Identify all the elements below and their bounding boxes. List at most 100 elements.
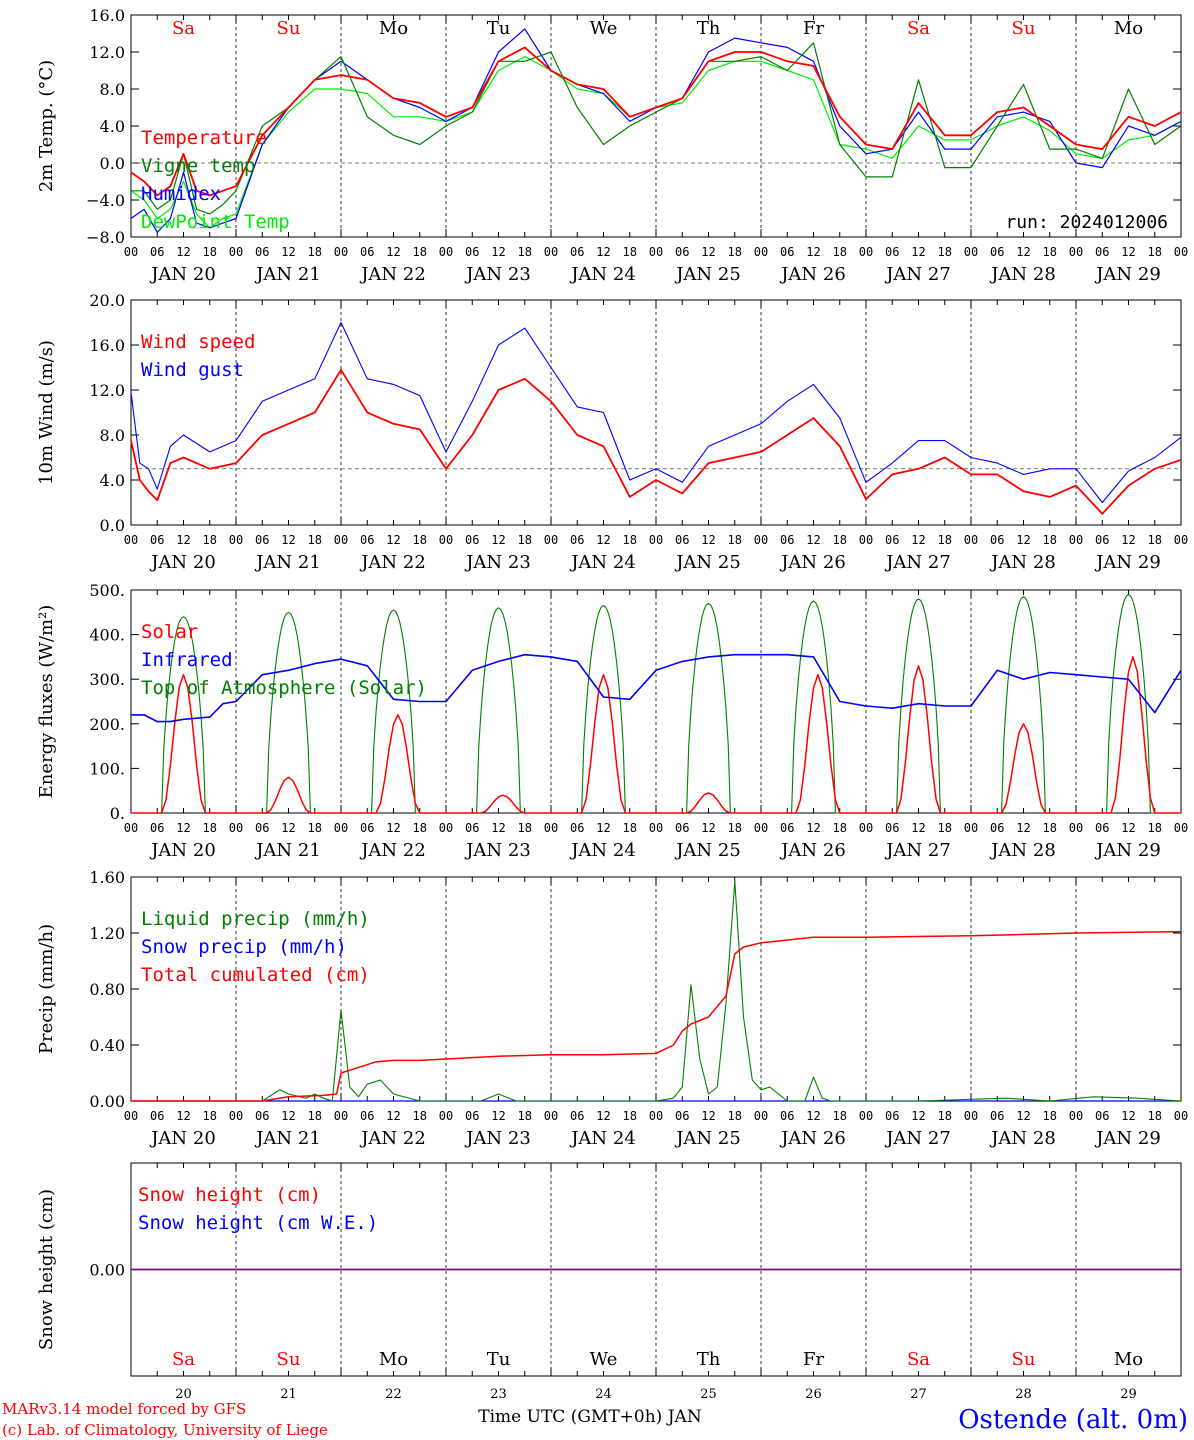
date-label: JAN 26 <box>779 1128 846 1149</box>
y-tick-label: 300. <box>89 670 125 689</box>
hour-label: 06 <box>255 1109 269 1123</box>
date-label: JAN 26 <box>779 840 846 861</box>
hour-label: 18 <box>518 821 532 835</box>
hour-label: 00 <box>124 245 138 259</box>
hour-label: 18 <box>833 533 847 547</box>
day-name-label: Mo <box>379 1349 408 1370</box>
day-name-label: Su <box>1012 1349 1036 1370</box>
y-tick-label: 0.80 <box>89 980 125 999</box>
hour-label: 06 <box>675 1109 689 1123</box>
y-tick-label: 0.0 <box>100 154 125 173</box>
hour-label: 12 <box>176 245 190 259</box>
date-label: JAN 26 <box>779 552 846 573</box>
hour-label: 12 <box>806 533 820 547</box>
hour-label: 12 <box>701 821 715 835</box>
hour-label: 18 <box>413 245 427 259</box>
y-tick-label: 4.0 <box>100 471 125 490</box>
hour-label: 12 <box>596 821 610 835</box>
hour-label: 06 <box>885 821 899 835</box>
hour-label: 12 <box>596 245 610 259</box>
y-tick-label: 1.60 <box>89 868 125 887</box>
day-name-label: Su <box>1012 18 1036 39</box>
day-name-label: Sa <box>907 1349 930 1370</box>
hour-label: 18 <box>728 821 742 835</box>
hour-label: 12 <box>386 821 400 835</box>
hour-label: 06 <box>990 821 1004 835</box>
hour-label: 06 <box>150 245 164 259</box>
hour-label: 12 <box>806 245 820 259</box>
y-tick-label: 16.0 <box>89 336 125 355</box>
hour-label: 00 <box>1069 533 1083 547</box>
series-infrared <box>131 653 1182 723</box>
hour-label: 18 <box>308 533 322 547</box>
hour-label: 00 <box>964 821 978 835</box>
hour-label: 00 <box>1174 1109 1188 1123</box>
date-label: JAN 28 <box>989 552 1056 573</box>
hour-label: 06 <box>675 245 689 259</box>
hour-label: 12 <box>1016 533 1030 547</box>
hour-label: 18 <box>938 533 952 547</box>
panel-1: −8.0 −4.0 0.0 4.0 8.0 12.0 16.0 2m Temp. (°C) Sa… <box>36 6 1188 285</box>
y-axis-label: Snow height (cm) <box>36 1189 57 1350</box>
legend-entry: Humidex <box>141 183 221 205</box>
day-name-label: Tu <box>487 18 511 39</box>
panel-2: 0.0 4.0 8.0 12.0 16.0 20.0 10m Wind (m/s) Wind … <box>36 291 1188 573</box>
date-label: JAN 22 <box>359 264 426 285</box>
legend-entry: Snow precip (mm/h) <box>141 936 347 958</box>
hour-label: 18 <box>413 533 427 547</box>
hour-label: 12 <box>596 533 610 547</box>
legend-entry: DewPoint Temp <box>141 211 290 233</box>
date-label: JAN 25 <box>674 552 741 573</box>
hour-label: 00 <box>334 245 348 259</box>
hour-label: 18 <box>203 245 217 259</box>
day-name-label: Mo <box>1114 1349 1143 1370</box>
panel-3: 0. 100. 200. 300. 400. 500. Energy fluxes (W/m… <box>36 581 1188 861</box>
day-number-label: 28 <box>1015 1387 1032 1402</box>
y-tick-label: 12.0 <box>89 43 125 62</box>
y-axis-label: Energy fluxes (W/m²) <box>36 605 57 799</box>
day-number-label: 27 <box>910 1387 927 1402</box>
date-label: JAN 24 <box>569 552 636 573</box>
hour-label: 18 <box>833 1109 847 1123</box>
y-tick-label: −8.0 <box>86 228 125 247</box>
hour-label: 12 <box>281 533 295 547</box>
hour-label: 12 <box>491 533 505 547</box>
y-tick-label: 0.00 <box>89 1261 125 1280</box>
day-number-label: 24 <box>595 1387 612 1402</box>
date-label: JAN 26 <box>779 264 846 285</box>
hour-label: 12 <box>1121 821 1135 835</box>
series-wind-speed <box>130 368 1182 515</box>
day-name-label: Fr <box>803 18 824 39</box>
date-label: JAN 23 <box>464 552 531 573</box>
hour-label: 06 <box>360 1109 374 1123</box>
day-number-label: 29 <box>1120 1387 1137 1402</box>
hour-label: 12 <box>911 533 925 547</box>
hour-label: 06 <box>1095 821 1109 835</box>
hour-label: 06 <box>255 821 269 835</box>
y-tick-label: 200. <box>89 715 125 734</box>
y-tick-label: 100. <box>89 759 125 778</box>
hour-label: 18 <box>518 1109 532 1123</box>
hour-label: 00 <box>964 533 978 547</box>
y-tick-label: 4.0 <box>100 117 125 136</box>
hour-label: 06 <box>570 821 584 835</box>
y-tick-label: 8.0 <box>100 426 125 445</box>
series-temperature <box>130 46 1182 197</box>
hour-label: 18 <box>623 533 637 547</box>
day-name-label: Fr <box>803 1349 824 1370</box>
hour-label: 00 <box>124 533 138 547</box>
day-name-label: Mo <box>1114 18 1143 39</box>
date-label: JAN 22 <box>359 1128 426 1149</box>
hour-label: 06 <box>780 1109 794 1123</box>
date-label: JAN 20 <box>149 840 216 861</box>
hour-label: 12 <box>1121 1109 1135 1123</box>
y-tick-label: 0.00 <box>89 1092 125 1111</box>
hour-label: 00 <box>544 1109 558 1123</box>
hour-label: 12 <box>701 245 715 259</box>
y-tick-label: 400. <box>89 626 125 645</box>
hour-label: 12 <box>386 245 400 259</box>
hour-label: 12 <box>1121 533 1135 547</box>
hour-label: 06 <box>780 245 794 259</box>
y-tick-label: −4.0 <box>86 191 125 210</box>
location-title: Ostende (alt. 0m) <box>958 1405 1188 1435</box>
